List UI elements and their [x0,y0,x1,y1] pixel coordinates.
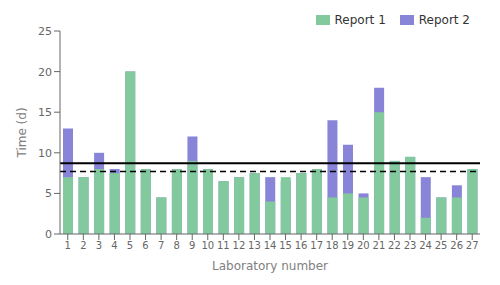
svg-text:21: 21 [373,240,386,251]
svg-text:11: 11 [217,240,230,251]
svg-text:6: 6 [142,240,148,251]
svg-text:25: 25 [435,240,448,251]
svg-text:10: 10 [201,240,214,251]
svg-text:5: 5 [127,240,133,251]
svg-text:20: 20 [38,66,52,79]
svg-text:3: 3 [96,240,102,251]
svg-text:14: 14 [264,240,277,251]
svg-text:22: 22 [388,240,401,251]
svg-text:8: 8 [173,240,179,251]
svg-text:19: 19 [341,240,354,251]
svg-text:13: 13 [248,240,261,251]
svg-text:15: 15 [279,240,292,251]
svg-text:23: 23 [404,240,417,251]
html-text:Report 1: Report 1 [334,13,386,27]
svg-text:7: 7 [158,240,164,251]
svg-text:17: 17 [310,240,323,251]
html-text:Report 2: Report 2 [418,13,470,27]
svg-text:15: 15 [38,106,52,119]
svg-text:5: 5 [45,187,52,200]
svg-text:Laboratory number: Laboratory number [212,259,328,273]
svg-text:16: 16 [295,240,308,251]
svg-text:27: 27 [466,240,479,251]
svg-text:Time (d): Time (d) [15,107,29,158]
svg-text:2: 2 [80,240,86,251]
svg-text:0: 0 [45,228,52,241]
svg-text:18: 18 [326,240,339,251]
svg-text:10: 10 [38,147,52,160]
svg-text:25: 25 [38,25,52,38]
svg-text:4: 4 [111,240,117,251]
svg-text:24: 24 [419,240,432,251]
svg-text:26: 26 [450,240,463,251]
svg-text:9: 9 [189,240,195,251]
svg-text:12: 12 [233,240,246,251]
svg-text:20: 20 [357,240,370,251]
svg-text:1: 1 [65,240,71,251]
